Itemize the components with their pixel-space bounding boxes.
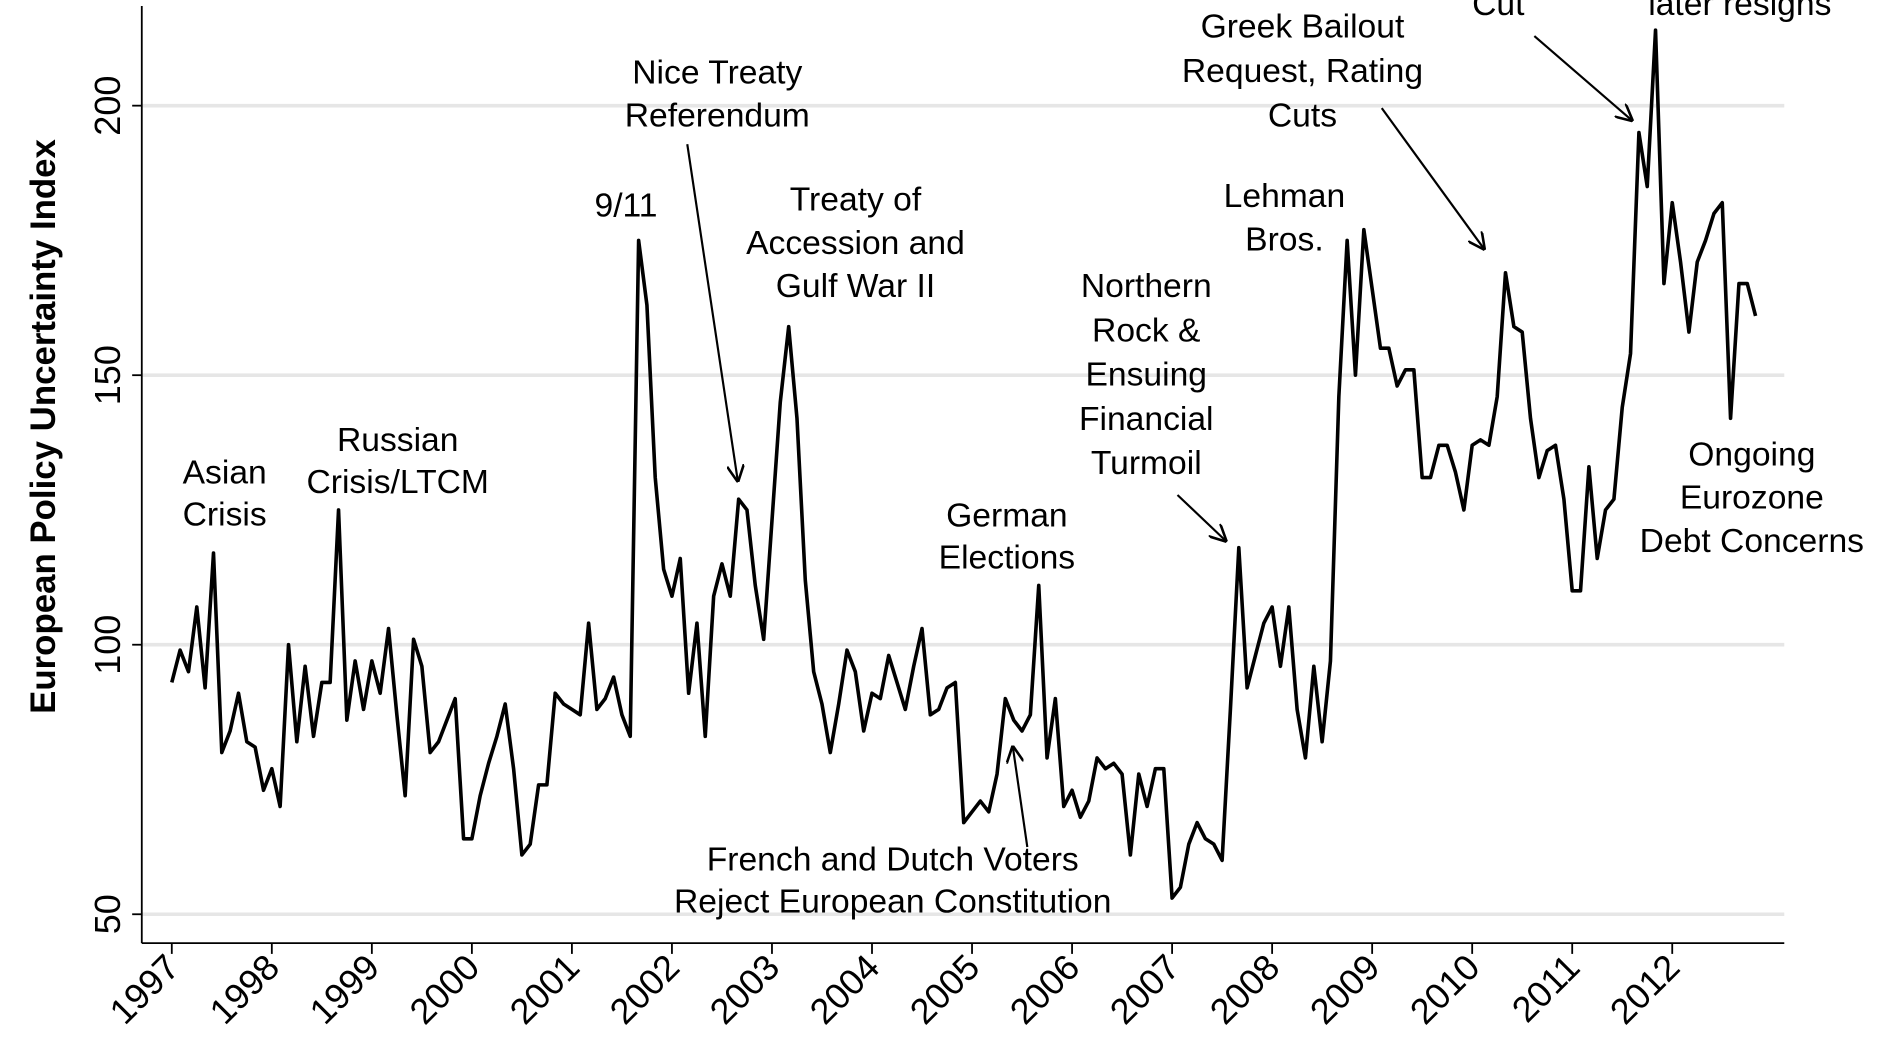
annotation: Asian: [183, 454, 267, 491]
y-tick-label: 50: [87, 894, 128, 934]
x-tick-label: 2003: [702, 946, 788, 1032]
x-tick-label: 2000: [401, 946, 487, 1032]
x-tick-label: 2004: [802, 946, 888, 1032]
x-tick-label: 1999: [301, 946, 387, 1032]
x-tick-label: 2006: [1002, 946, 1088, 1032]
x-tick-label: 2010: [1402, 946, 1488, 1032]
series-line: [170, 28, 1758, 900]
annotation: Rock &: [1092, 312, 1200, 349]
x-tick-label: 2008: [1202, 946, 1288, 1032]
annotation: Turmoil: [1091, 445, 1202, 482]
annotation: Reject European Constitution: [674, 883, 1111, 920]
annotation: Ensuing: [1085, 357, 1207, 394]
annotation: Gulf War II: [776, 268, 935, 305]
annotation: Cut: [1472, 0, 1525, 23]
annotation: later resigns: [1648, 0, 1831, 23]
annotation: Crisis: [183, 496, 267, 533]
arrows: [686, 35, 1631, 848]
annotation: Debt Concerns: [1640, 523, 1864, 560]
annotation: Elections: [939, 540, 1075, 577]
annotation: 9/11: [595, 188, 658, 225]
x-tick-label: 2011: [1504, 946, 1588, 1030]
x-tick-label: 1998: [201, 946, 287, 1032]
annotation: Eurozone: [1680, 480, 1824, 517]
annotation: Northern: [1081, 268, 1212, 305]
annotation: Greek Bailout: [1201, 9, 1405, 46]
arrow: [1013, 747, 1029, 848]
annotation: Bros.: [1245, 221, 1323, 258]
y-axis-label: European Policy Uncertainty Index: [24, 138, 63, 713]
annotation: Ongoing: [1688, 436, 1815, 473]
x-tick-label: 2007: [1102, 946, 1188, 1032]
y-tick-label: 100: [87, 615, 128, 675]
x-tick-label: 1997: [101, 946, 187, 1032]
annotation: Request, Rating: [1182, 53, 1423, 90]
x-tick-label: 2012: [1602, 946, 1688, 1032]
arrow: [1176, 494, 1226, 541]
annotation: Accession and: [746, 225, 965, 262]
annotation: French and Dutch Voters: [707, 841, 1079, 878]
annotation: German: [946, 498, 1067, 535]
arrow: [686, 144, 737, 480]
y-tick-label: 150: [87, 345, 128, 405]
annotation: Referendum: [625, 98, 810, 135]
annotation: Crisis/LTCM: [306, 464, 488, 501]
x-tick-label: 2009: [1302, 946, 1388, 1032]
x-tick-label: 2001: [502, 946, 588, 1032]
x-tick-label: 2005: [902, 946, 988, 1032]
annotation: Nice Treaty: [632, 54, 802, 91]
x-tick-label: 2002: [602, 946, 688, 1032]
annotation: Financial: [1079, 401, 1214, 438]
y-tick-label: 200: [87, 76, 128, 136]
annotation: Cuts: [1268, 98, 1337, 135]
annotation: Lehman: [1224, 178, 1346, 215]
annotation: Treaty of: [790, 182, 922, 219]
arrow: [1533, 35, 1631, 120]
annotation: Russian: [337, 422, 458, 459]
arrow: [1380, 107, 1484, 249]
